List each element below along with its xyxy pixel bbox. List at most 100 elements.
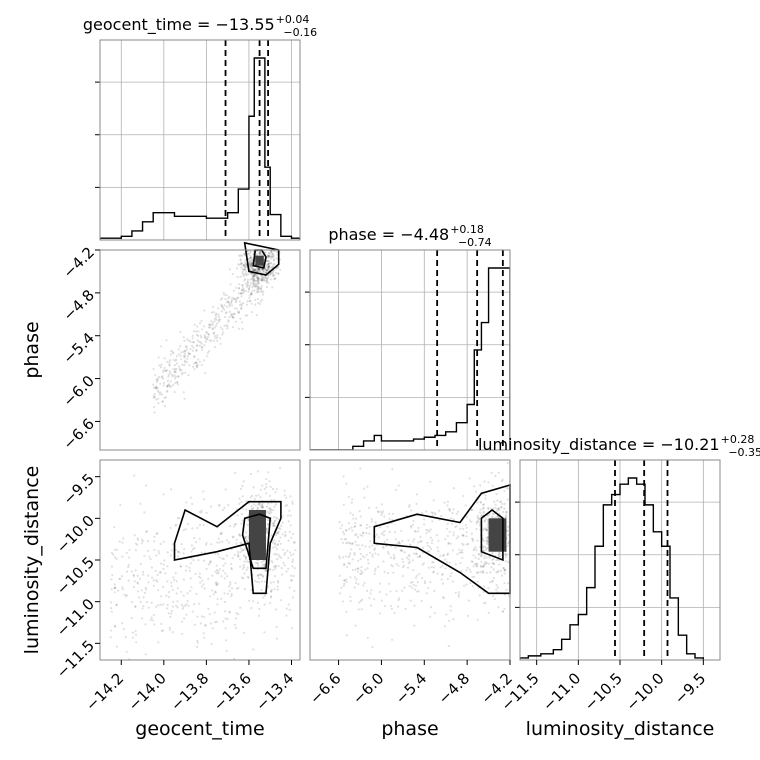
scatter-point xyxy=(419,535,422,539)
scatter-point xyxy=(198,360,201,363)
scatter-point xyxy=(244,556,248,559)
scatter-point xyxy=(264,268,267,271)
scatter-point xyxy=(433,589,436,593)
scatter-point xyxy=(515,543,517,545)
scatter-point xyxy=(265,483,268,486)
scatter-point xyxy=(171,605,174,608)
scatter-point xyxy=(265,667,267,669)
scatter-point xyxy=(267,269,270,272)
scatter-point xyxy=(430,542,433,545)
scatter-point xyxy=(491,558,494,562)
scatter-point xyxy=(294,549,297,552)
scatter-point xyxy=(257,614,261,617)
scatter-point xyxy=(462,534,465,537)
scatter-point xyxy=(271,488,275,491)
scatter-point xyxy=(212,332,215,335)
scatter-point xyxy=(230,314,233,317)
scatter-point xyxy=(176,606,179,609)
scatter-point xyxy=(207,607,210,611)
scatter-point xyxy=(259,252,262,255)
scatter-point xyxy=(126,570,129,573)
scatter-point xyxy=(480,554,483,557)
scatter-point xyxy=(410,526,413,529)
scatter-point xyxy=(267,265,270,269)
scatter-point xyxy=(462,527,465,531)
scatter-point xyxy=(233,523,236,526)
scatter-point xyxy=(166,390,169,393)
scatter-point xyxy=(505,511,508,514)
scatter-point xyxy=(199,622,202,625)
scatter-point xyxy=(181,371,184,374)
scatter-point xyxy=(266,592,269,595)
scatter-point xyxy=(182,605,185,608)
scatter-point xyxy=(370,517,373,521)
scatter-point xyxy=(264,271,268,274)
scatter-point xyxy=(398,541,401,545)
scatter-point xyxy=(380,599,383,602)
scatter-point xyxy=(165,369,168,372)
scatter-point xyxy=(221,328,224,331)
scatter-point xyxy=(401,560,405,563)
scatter-point xyxy=(476,618,479,621)
scatter-point xyxy=(473,575,476,578)
scatter-point xyxy=(270,559,273,562)
scatter-point xyxy=(251,286,254,289)
scatter-point xyxy=(267,255,270,258)
scatter-point xyxy=(484,563,487,566)
scatter-point xyxy=(223,293,226,296)
scatter-point xyxy=(273,542,277,545)
scatter-point xyxy=(199,334,202,337)
scatter-point xyxy=(261,268,264,271)
scatter-point xyxy=(446,534,449,538)
scatter-point xyxy=(187,352,190,355)
scatter-point xyxy=(225,539,228,542)
scatter-point xyxy=(164,572,167,575)
scatter-point xyxy=(496,507,499,510)
scatter-point xyxy=(110,551,113,555)
scatter-point xyxy=(261,506,264,509)
scatter-point xyxy=(229,310,232,313)
scatter-point xyxy=(246,278,249,281)
scatter-point xyxy=(208,350,211,353)
scatter-point xyxy=(497,471,500,474)
scatter-point xyxy=(265,279,268,282)
scatter-point xyxy=(482,528,486,531)
scatter-point xyxy=(221,297,224,300)
scatter-point xyxy=(168,370,171,373)
scatter-point xyxy=(470,508,473,512)
scatter-point xyxy=(246,284,249,287)
scatter-point xyxy=(272,243,274,245)
scatter-point xyxy=(496,499,499,502)
scatter-point xyxy=(484,528,488,531)
scatter-point xyxy=(276,272,280,275)
scatter-point xyxy=(291,596,295,599)
scatter-point xyxy=(482,564,486,568)
scatter-point xyxy=(112,553,115,556)
scatter-point xyxy=(342,503,345,506)
scatter-point xyxy=(178,551,181,554)
scatter-point xyxy=(249,256,252,260)
scatter-point xyxy=(246,300,249,303)
scatter-point xyxy=(511,534,513,536)
scatter-point xyxy=(186,354,190,357)
scatter-point xyxy=(363,487,366,490)
scatter-point xyxy=(431,561,434,564)
scatter-point xyxy=(196,639,199,643)
scatter-point xyxy=(193,546,196,550)
scatter-point xyxy=(374,569,377,572)
scatter-point xyxy=(413,552,416,555)
scatter-point xyxy=(492,512,496,516)
scatter-point xyxy=(383,605,386,608)
scatter-point xyxy=(170,585,173,588)
scatter-point xyxy=(393,557,396,560)
scatter-point xyxy=(168,361,171,364)
scatter-point xyxy=(237,263,240,266)
scatter-point xyxy=(255,253,259,256)
scatter-point xyxy=(479,570,482,574)
scatter-point xyxy=(275,548,279,551)
scatter-point xyxy=(212,593,215,596)
scatter-point xyxy=(266,527,269,531)
scatter-point xyxy=(249,284,252,287)
scatter-point xyxy=(476,571,479,574)
scatter-point xyxy=(293,541,296,544)
